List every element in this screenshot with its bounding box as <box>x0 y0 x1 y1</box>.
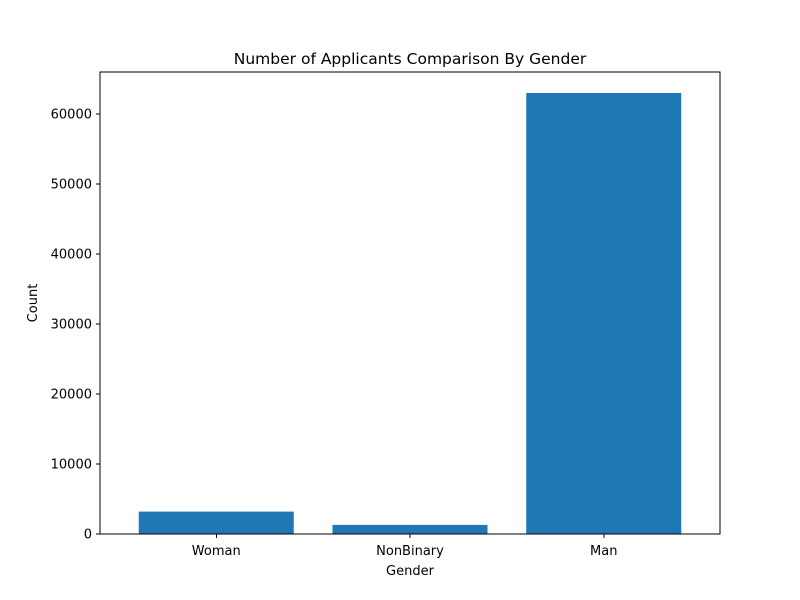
bar-woman <box>138 511 294 534</box>
x-tick-label: NonBinary <box>376 544 444 559</box>
y-tick-label: 20000 <box>51 388 92 403</box>
y-tick-label: 40000 <box>51 248 92 263</box>
y-axis-ticks: 0 10000 20000 30000 40000 50000 60000 <box>51 108 100 543</box>
y-tick-label: 30000 <box>51 318 92 333</box>
y-axis-label: Count <box>26 284 41 323</box>
chart-title: Number of Applicants Comparison By Gende… <box>234 50 587 68</box>
x-tick-label: Man <box>590 544 617 559</box>
bars-group <box>138 93 682 534</box>
y-tick-label: 10000 <box>51 458 92 473</box>
plot-frame <box>99 71 721 535</box>
x-tick-label: Woman <box>192 544 241 559</box>
y-tick-label: 50000 <box>51 178 92 193</box>
y-tick-label: 60000 <box>51 108 92 123</box>
bar-man <box>526 93 682 534</box>
x-axis-label: Gender <box>386 564 435 579</box>
bar-nonbinary <box>332 524 488 534</box>
y-tick-label: 0 <box>84 528 92 543</box>
x-axis-ticks: Woman NonBinary Man <box>192 534 617 559</box>
